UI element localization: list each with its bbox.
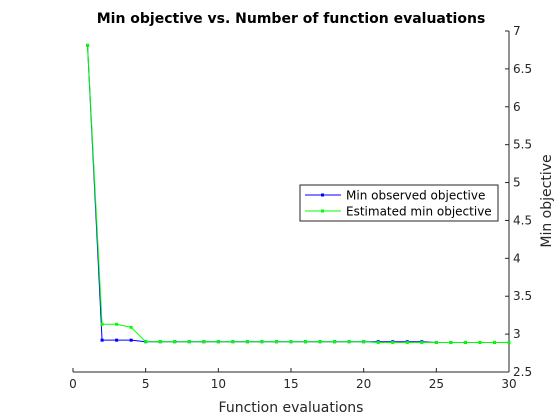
data-point-1 — [144, 340, 148, 344]
data-point-1 — [391, 340, 395, 344]
data-point-1 — [216, 340, 220, 344]
data-point-1 — [158, 340, 162, 344]
y-axis-title: Min objective — [539, 154, 555, 247]
x-tick-label: 0 — [69, 377, 77, 391]
data-point-1 — [507, 340, 511, 344]
axes: 0 5 10 15 20 25 302.5 3 3.5 4 4.5 5 5.5 6 6.5 7 — [69, 24, 532, 391]
data-point-1 — [376, 340, 380, 344]
y-tick-label: 3.5 — [513, 289, 532, 303]
legend-marker-observed — [321, 193, 324, 197]
x-tick-label: 20 — [356, 377, 371, 391]
x-axis-title: Function evaluations — [219, 400, 364, 416]
data-point-1 — [318, 340, 322, 344]
legend: Min observed objective Estimated min obj… — [299, 184, 499, 222]
data-point-1 — [304, 340, 308, 344]
y-tick-label: 6 — [513, 100, 521, 114]
x-tick-label: 30 — [501, 377, 516, 391]
data-point-1 — [173, 340, 177, 344]
data-point-1 — [260, 340, 264, 344]
y-tick-label: 5 — [513, 176, 521, 190]
data-point-0 — [115, 338, 119, 342]
y-tick-label: 7 — [513, 24, 521, 38]
data-point-1 — [434, 340, 438, 344]
x-tick-label: 15 — [283, 377, 298, 391]
data-point-1 — [333, 340, 337, 344]
x-tick-label: 5 — [142, 377, 150, 391]
series-layer — [86, 43, 511, 344]
legend-marker-estimated — [321, 209, 324, 213]
data-point-1 — [420, 340, 424, 344]
legend-label-observed: Min observed objective — [346, 189, 485, 203]
x-tick-label: 25 — [429, 377, 444, 391]
data-point-1 — [100, 322, 104, 326]
data-point-1 — [231, 340, 235, 344]
y-tick-label: 6.5 — [513, 62, 532, 76]
data-point-1 — [492, 340, 496, 344]
data-point-1 — [449, 340, 453, 344]
y-tick-label: 3 — [513, 327, 521, 341]
data-point-1 — [463, 340, 467, 344]
y-tick-label: 2.5 — [513, 365, 532, 379]
data-point-1 — [347, 340, 351, 344]
data-point-0 — [129, 338, 133, 342]
data-point-1 — [274, 340, 278, 344]
y-tick-label: 4 — [513, 251, 521, 265]
data-point-1 — [245, 340, 249, 344]
data-point-0 — [100, 338, 104, 342]
data-point-1 — [478, 340, 482, 344]
legend-box — [299, 184, 499, 222]
data-point-1 — [187, 340, 191, 344]
data-point-1 — [115, 322, 119, 326]
y-tick-label: 5.5 — [513, 138, 532, 152]
data-point-1 — [405, 340, 409, 344]
data-point-1 — [362, 340, 366, 344]
data-point-1 — [129, 325, 133, 329]
legend-label-estimated: Estimated min objective — [346, 205, 492, 219]
data-point-1 — [289, 340, 293, 344]
data-point-1 — [86, 43, 90, 47]
data-point-1 — [202, 340, 206, 344]
x-tick-label: 10 — [211, 377, 226, 391]
y-tick-label: 4.5 — [513, 213, 532, 227]
series-line-1 — [87, 45, 509, 343]
chart-title: Min objective vs. Number of function eva… — [97, 11, 486, 27]
